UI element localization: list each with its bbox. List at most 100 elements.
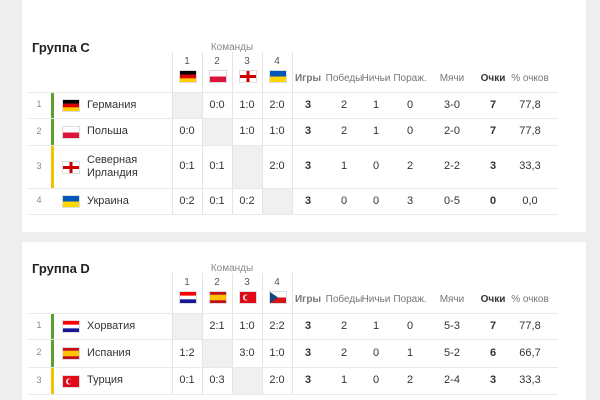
stat-value: 3 bbox=[304, 125, 312, 137]
flag-icon bbox=[62, 374, 80, 388]
flag-icon bbox=[62, 195, 80, 208]
stat-value: 0-5 bbox=[444, 194, 460, 207]
team-name t: Украина bbox=[87, 194, 129, 207]
qualification-bar bbox=[51, 93, 54, 118]
stat-value: 0 bbox=[406, 125, 414, 137]
stat-value: 2-4 bbox=[444, 374, 460, 386]
group-separator bbox=[22, 232, 586, 242]
score: 1:0 bbox=[269, 125, 285, 137]
stat-value: 7 bbox=[489, 98, 497, 111]
stat-value: 77,8 bbox=[519, 125, 541, 137]
score: 1:2 bbox=[179, 346, 195, 359]
column-number: 2 bbox=[214, 277, 220, 288]
stat-value: 3 bbox=[304, 374, 312, 386]
stat-value: 77,8 bbox=[519, 98, 541, 111]
flag-icon bbox=[179, 291, 197, 304]
empty-cell bbox=[203, 340, 232, 367]
stat-header: Победы bbox=[325, 294, 363, 305]
score: 0:2 bbox=[179, 194, 195, 207]
column-number: 4 bbox=[274, 56, 280, 67]
stat-value: 0 bbox=[340, 194, 348, 207]
empty-cell bbox=[233, 368, 262, 394]
row-divider bbox=[28, 394, 558, 395]
team-name t: Польша bbox=[87, 125, 128, 137]
stat-value: 2 bbox=[340, 125, 348, 137]
score: 0:3 bbox=[209, 374, 225, 386]
team-name t: Германия bbox=[87, 98, 137, 111]
qualification-bar bbox=[51, 340, 54, 367]
flag-icon bbox=[269, 291, 287, 304]
stat-value: 5-2 bbox=[444, 346, 460, 359]
stat-value: 33,3 bbox=[519, 160, 541, 172]
flag-icon bbox=[62, 125, 80, 139]
score: 1:0 bbox=[269, 346, 285, 359]
row-divider bbox=[28, 339, 558, 340]
stat-value: 3 bbox=[304, 194, 312, 207]
score: 0:1 bbox=[179, 374, 195, 386]
stat-value: 66,7 bbox=[519, 346, 541, 359]
empty-cell bbox=[173, 93, 202, 118]
stat-value: 0 bbox=[489, 194, 497, 207]
column-border bbox=[292, 273, 293, 394]
stat-header: Пораж. bbox=[393, 73, 427, 84]
column-number: 3 bbox=[244, 56, 250, 67]
stat-value: 3 bbox=[304, 160, 312, 172]
flag-icon bbox=[62, 160, 80, 174]
empty-cell bbox=[203, 119, 232, 145]
stat-value: 0 bbox=[372, 346, 380, 359]
score: 0:1 bbox=[209, 160, 225, 172]
row-divider bbox=[28, 313, 558, 314]
stat-value: 5-3 bbox=[444, 319, 460, 332]
row-divider bbox=[28, 118, 558, 119]
stat-value: 1 bbox=[340, 374, 348, 386]
stat-header: Очки bbox=[480, 73, 506, 84]
score: 1:0 bbox=[239, 98, 255, 111]
stat-value: 33,3 bbox=[519, 374, 541, 386]
stat-value: 0,0 bbox=[522, 194, 538, 207]
stat-header: Мячи bbox=[439, 73, 465, 84]
stat-value: 1 bbox=[340, 160, 348, 172]
stat-value: 2 bbox=[406, 160, 414, 172]
flag-icon bbox=[62, 347, 80, 360]
stat-value: 7 bbox=[489, 125, 497, 137]
stat-value: 0 bbox=[372, 374, 380, 386]
empty-cell bbox=[263, 189, 292, 214]
stat-value: 3 bbox=[304, 98, 312, 111]
score: 0:0 bbox=[179, 125, 195, 137]
score: 2:0 bbox=[269, 374, 285, 386]
flag-icon bbox=[209, 70, 227, 83]
column-border bbox=[292, 52, 293, 214]
score: 0:0 bbox=[209, 98, 225, 111]
stat-value: 1 bbox=[406, 346, 414, 359]
stat-value: 2 bbox=[340, 346, 348, 359]
flag-icon bbox=[239, 291, 257, 304]
group-title: Группа D bbox=[32, 261, 90, 276]
side-margin bbox=[586, 0, 600, 400]
rank: 1 bbox=[36, 99, 42, 109]
stat-header: Мячи bbox=[439, 294, 465, 305]
teams-header: Команды bbox=[210, 42, 254, 53]
score: 0:1 bbox=[179, 160, 195, 172]
row-divider bbox=[28, 214, 558, 215]
stat-value: 3-0 bbox=[444, 98, 460, 111]
stat-value: 2 bbox=[340, 98, 348, 111]
row-divider bbox=[28, 367, 558, 368]
score: 2:0 bbox=[269, 160, 285, 172]
stat-header: Ничьи bbox=[361, 73, 391, 84]
empty-cell bbox=[173, 314, 202, 339]
score: 3:0 bbox=[239, 346, 255, 359]
stat-header: Пораж. bbox=[393, 294, 427, 305]
column-number: 3 bbox=[244, 277, 250, 288]
row-divider bbox=[28, 145, 558, 146]
stat-value: 3 bbox=[304, 346, 312, 359]
stat-header: Ничьи bbox=[361, 294, 391, 305]
flag-icon bbox=[269, 70, 287, 83]
score: 1:0 bbox=[239, 319, 255, 332]
stat-value: 3 bbox=[489, 374, 497, 386]
stat-header: % очков bbox=[511, 294, 549, 305]
column-border bbox=[172, 52, 173, 214]
row-divider bbox=[28, 92, 558, 93]
column-border bbox=[262, 52, 263, 214]
flag-icon bbox=[239, 70, 257, 83]
